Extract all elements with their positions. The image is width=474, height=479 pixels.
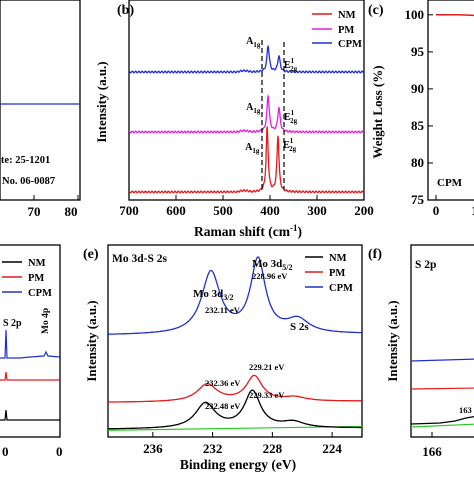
panel-e-label: (e)	[83, 247, 99, 262]
panel-e-label-mo32: Mo 3d3/2	[193, 288, 233, 302]
panel-a-tick-80: 80	[65, 204, 78, 219]
panel-a-frame	[0, 0, 80, 200]
panel-f: (f) S 2p Intensity (a.u.) 163 166	[368, 245, 474, 459]
panel-c-xtick-label: 0	[433, 203, 440, 218]
panel-b-label: (b)	[117, 3, 134, 18]
panel-b-xtick-label: 300	[307, 203, 327, 218]
panel-e-label-mo52: Mo 3d5/2	[252, 258, 292, 272]
panel-e-energy-cpm-52: 228.96 eV	[252, 271, 288, 281]
panel-e-label-s2s: S 2s	[290, 321, 309, 333]
panel-c-frame	[428, 0, 474, 200]
panel-b-legend-cpm: CPM	[338, 39, 362, 50]
panel-e-legend-cpm: CPM	[329, 283, 353, 294]
panel-b-legend-pm: PM	[338, 25, 354, 36]
panel-e-legend-nm: NM	[329, 253, 347, 264]
panel-e-xtick-label: 236	[143, 441, 163, 456]
panel-b-legend: NM PM CPM	[312, 10, 362, 50]
panel-e-series-cpm	[108, 257, 361, 334]
panel-b-xtick-label: 500	[213, 203, 233, 218]
panel-e-title: Mo 3d-S 2s	[112, 253, 167, 265]
panel-b-legend-nm: NM	[338, 10, 356, 21]
panel-b-xtick-label: 600	[166, 203, 186, 218]
panel-c-ytick-label: 80	[411, 155, 424, 170]
panel-c-label: (c)	[368, 3, 384, 18]
panel-b-xtick-label: 700	[119, 203, 139, 218]
panel-f-ylabel: Intensity (a.u.)	[385, 300, 400, 381]
panel-b-peak-label: A1g	[246, 36, 261, 49]
panel-e-energy-nm-52: 229.33 eV	[249, 390, 285, 400]
panel-f-background-line	[411, 424, 474, 427]
panel-d-peak-mo4p: Mo 4p	[41, 308, 51, 334]
panel-b-xtick-label: 200	[354, 203, 374, 218]
panel-c-ytick-label: 75	[411, 192, 425, 207]
panel-d-legend-cpm: CPM	[28, 288, 52, 299]
panel-d-tick-right: 0	[56, 444, 63, 459]
panel-c-cpm-curve	[436, 15, 474, 16]
panel-e-energy-cpm-32: 232.11 eV	[205, 305, 241, 315]
panel-a-ref-2: No. 06-0087	[2, 176, 55, 187]
panel-c-ytick-label: 90	[411, 81, 424, 96]
panel-e-legend: NM PM CPM	[305, 253, 353, 294]
panel-e-xtick-label: 228	[263, 441, 283, 456]
panel-e: (e) Mo 3d-S 2s Intensity (a.u.) 236 232 22…	[83, 245, 362, 472]
panel-f-label: (f)	[368, 247, 382, 262]
panel-a-ref-1: ite: 25-1201	[0, 155, 50, 166]
panel-e-legend-pm: PM	[329, 268, 345, 279]
panel-b-peak-label: A1g	[245, 142, 260, 155]
panel-d-nm-curve	[0, 410, 60, 420]
panel-f-nm-curve	[411, 416, 474, 424]
panel-d-legend: NM PM CPM	[2, 258, 52, 299]
panel-d-legend-nm: NM	[28, 258, 46, 269]
panel-b-xticks: 700 600 500 400 300 200	[119, 195, 374, 218]
panel-c: (c) Weight Loss (%) 10095908580750100 CP…	[368, 0, 474, 218]
panel-f-cpm-curve	[411, 359, 474, 361]
panel-d-peak-s2p: S 2p	[3, 318, 22, 329]
panel-e-ylabel: Intensity (a.u.)	[84, 300, 99, 381]
panel-b-ylabel: Intensity (a.u.)	[94, 61, 109, 142]
panel-e-energy-nm-32: 232.48 eV	[205, 401, 241, 411]
panel-a-tick-70: 70	[28, 204, 41, 219]
panel-b-series-cpm	[129, 46, 364, 73]
panel-d: NM PM CPM S 2p Mo 4p 0 0	[0, 245, 63, 459]
panel-f-tick-166: 166	[422, 444, 442, 459]
panel-e-xlabel: Binding energy (eV)	[180, 457, 296, 472]
panel-c-ytick-label: 95	[411, 44, 425, 59]
panel-b-peak-label: A1g	[246, 102, 261, 115]
panel-f-title: S 2p	[415, 259, 436, 271]
panel-c-ytick-label: 85	[411, 118, 425, 133]
panel-f-peak-value: 163	[459, 405, 472, 415]
panel-c-ytick-label: 100	[405, 7, 425, 22]
panel-d-legend-pm: PM	[28, 273, 44, 284]
panel-b-series	[129, 46, 364, 193]
panel-d-tick-left: 0	[2, 444, 9, 459]
panel-b-series-nm	[129, 127, 364, 193]
panel-e-energy-pm-32: 232.36 eV	[205, 378, 241, 388]
panel-b-xlabel: Raman shift (cm-1)	[194, 223, 302, 239]
panel-f-pm-curve	[411, 388, 474, 389]
panel-e-xtick-label: 224	[322, 441, 342, 456]
panel-d-pm-curve	[0, 372, 60, 380]
panel-a: ite: 25-1201 No. 06-0087 70 80	[0, 0, 80, 219]
panel-d-cpm-curve	[0, 330, 60, 358]
panel-e-xtick-label: 232	[203, 441, 223, 456]
panel-b-xtick-label: 400	[260, 203, 280, 218]
panel-b-frame	[129, 0, 364, 200]
panel-c-ylabel: Weight Loss (%)	[370, 65, 385, 158]
panel-e-peak-labels: Mo 3d3/2 Mo 3d5/2 S 2s 232.11 eV 228.96 …	[193, 258, 309, 411]
panel-e-xticks: 236 232 228 224	[143, 432, 342, 456]
panel-e-energy-pm-52: 229.21 eV	[249, 362, 285, 372]
panel-c-sample-label: CPM	[437, 177, 463, 189]
